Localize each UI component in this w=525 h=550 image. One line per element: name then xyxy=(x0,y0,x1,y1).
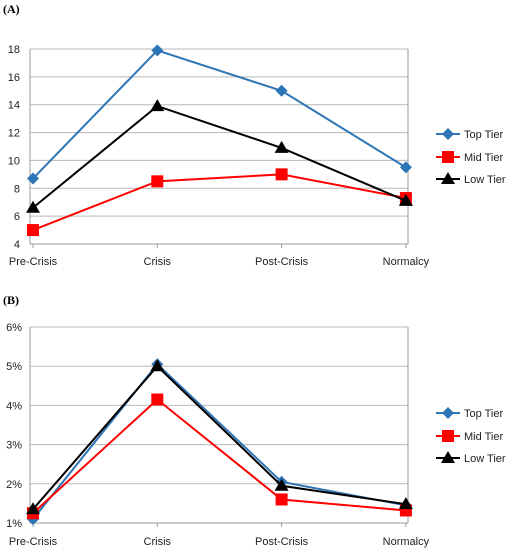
x-tick-label: Normalcy xyxy=(383,536,430,548)
series-line xyxy=(32,398,406,514)
series-line xyxy=(32,49,407,180)
legend-item: Low Tier xyxy=(436,172,506,186)
series-low-tier xyxy=(26,99,413,213)
legend-item: Mid Tier xyxy=(436,151,503,164)
x-tick-label: Pre-Crisis xyxy=(9,536,58,548)
y-tick-label: 4 xyxy=(14,239,20,251)
data-point xyxy=(27,224,39,237)
data-point xyxy=(150,99,165,112)
y-tick-label: 16 xyxy=(8,72,20,84)
y-tick-label: 3% xyxy=(6,440,22,452)
y-tick-label: 4% xyxy=(6,400,22,412)
y-tick-label: 8 xyxy=(14,183,20,195)
legend-item: Mid Tier xyxy=(436,430,503,443)
x-tick-label: Crisis xyxy=(144,536,172,548)
x-tick-label: Post-Crisis xyxy=(255,536,309,548)
legend-marker xyxy=(442,430,454,442)
chart-panel-b: (B) 1% 2% 3% 4% 5% 6% Pre-Crisis Crisis Post-Cris… xyxy=(3,293,506,548)
series-line xyxy=(32,362,407,520)
y-tick-label: 1% xyxy=(6,518,22,530)
x-tick-label: Crisis xyxy=(144,256,172,268)
data-point xyxy=(27,172,39,185)
legend-marker xyxy=(442,151,454,163)
series-low-tier xyxy=(26,359,413,515)
data-point xyxy=(151,393,164,406)
series-mid-tier xyxy=(27,393,412,520)
data-point xyxy=(26,502,40,515)
data-point xyxy=(398,497,413,510)
y-tick-label: 14 xyxy=(8,100,20,112)
data-point xyxy=(275,84,288,97)
legend-marker xyxy=(442,407,454,419)
data-point xyxy=(275,168,288,181)
panel-label: (A) xyxy=(3,2,20,16)
legend-marker xyxy=(442,128,454,140)
panel-label: (B) xyxy=(3,293,19,307)
x-tick-label: Pre-Crisis xyxy=(9,256,58,268)
legend-label: Mid Tier xyxy=(464,152,503,164)
legend-item: Top Tier xyxy=(436,407,503,420)
legend-item: Top Tier xyxy=(436,128,503,141)
legend-label: Low Tier xyxy=(464,174,506,186)
y-tick-label: 2% xyxy=(6,479,22,491)
x-tick-label: Post-Crisis xyxy=(255,256,309,268)
chart-panel-a: (A) 4 6 8 10 12 14 16 18 Pre-Crisis Crisis Post-Cri… xyxy=(3,2,506,268)
legend-label: Mid Tier xyxy=(464,431,503,443)
data-point xyxy=(274,478,289,491)
y-tick-label: 18 xyxy=(8,44,20,56)
y-tick-label: 5% xyxy=(6,361,22,373)
series-top-tier xyxy=(27,44,412,185)
data-point xyxy=(151,175,164,188)
data-point xyxy=(399,161,412,174)
legend-marker xyxy=(441,172,455,184)
series-top-tier xyxy=(27,358,412,526)
data-point xyxy=(274,140,289,153)
legend-label: Top Tier xyxy=(464,129,503,141)
data-point xyxy=(398,193,413,206)
y-tick-label: 6% xyxy=(6,322,22,334)
y-tick-label: 6 xyxy=(14,211,20,223)
legend-item: Low Tier xyxy=(436,451,506,465)
data-point xyxy=(275,493,288,506)
series-line xyxy=(32,173,407,232)
legend-label: Top Tier xyxy=(464,408,503,420)
legend-label: Low Tier xyxy=(464,453,506,465)
y-tick-label: 12 xyxy=(8,128,20,140)
series-line xyxy=(32,364,407,510)
y-tick-label: 10 xyxy=(8,155,20,167)
legend-marker xyxy=(441,451,455,463)
data-point xyxy=(150,359,165,372)
data-point xyxy=(151,44,164,57)
x-tick-label: Normalcy xyxy=(383,256,430,268)
series-line xyxy=(32,104,407,209)
data-point xyxy=(26,200,40,213)
